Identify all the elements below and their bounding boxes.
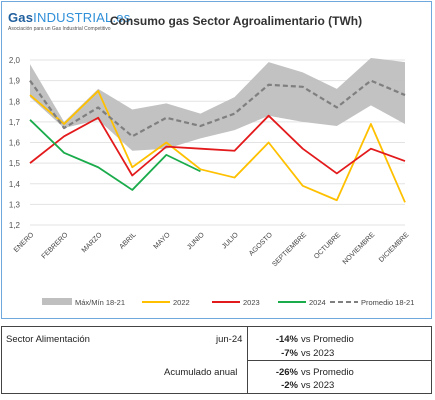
y-tick-label: 1,8 xyxy=(9,97,21,106)
y-tick-label: 1,2 xyxy=(9,221,21,230)
y-tick-label: 1,4 xyxy=(9,180,21,189)
x-tick-label: NOVIEMBRE xyxy=(342,231,377,266)
series-line-2022 xyxy=(29,90,406,203)
legend-label: Promedio 18-21 xyxy=(361,298,414,307)
series-line-2023 xyxy=(29,114,406,177)
y-tick-label: 1,5 xyxy=(9,159,21,168)
period-label: jun-24 xyxy=(216,334,243,345)
summary-row-pct: -2% xyxy=(281,380,298,391)
consumo-gas-line-chart: Consumo gas Sector Agroalimentario (TWh)… xyxy=(9,14,415,307)
gasindustrial-logo: GasINDUSTRIAL.es Asociación para un Gas … xyxy=(8,10,130,32)
summary-row-text: vs Promedio xyxy=(301,334,354,345)
series-line-promedio-18-21 xyxy=(29,79,406,138)
x-tick-label: JULIO xyxy=(221,231,240,250)
summary-row-pct: -26% xyxy=(275,367,298,378)
logo-name: GasINDUSTRIAL.es xyxy=(8,10,130,25)
x-tick-label: MAYO xyxy=(153,231,173,251)
x-tick-label: JUNIO xyxy=(186,231,206,251)
x-tick-label: OCTUBRE xyxy=(313,231,342,260)
accumulated-label: Acumulado anual xyxy=(164,367,238,378)
summary-row: -7% vs 2023 xyxy=(264,348,334,359)
logo-tagline: Asociación para un Gas Industrial Compet… xyxy=(8,26,111,32)
logo-name-thin: INDUSTRIAL.es xyxy=(33,10,131,25)
x-tick-label: DICIEMBRE xyxy=(378,231,411,264)
x-tick-label: FEBRERO xyxy=(41,231,70,260)
summary-row: -14% vs Promedio xyxy=(264,334,354,345)
y-tick-label: 1,6 xyxy=(9,139,21,148)
summary-row-text: vs 2023 xyxy=(301,380,335,391)
summary-row-pct: -14% xyxy=(275,334,298,345)
x-tick-label: ABRIL xyxy=(118,231,137,250)
logo-name-bold: Gas xyxy=(8,10,34,25)
summary-row-pct: -7% xyxy=(281,348,298,359)
summary-divider-h xyxy=(247,360,431,361)
sector-label: Sector Alimentación xyxy=(6,334,90,345)
summary-row-text: vs Promedio xyxy=(301,367,354,378)
y-tick-label: 1,3 xyxy=(9,200,21,209)
y-tick-label: 1,7 xyxy=(9,118,21,127)
legend-swatch-band xyxy=(42,298,72,305)
legend-label: 2024 xyxy=(309,298,326,307)
x-tick-label: AGOSTO xyxy=(248,231,274,257)
legend-label: 2022 xyxy=(173,298,190,307)
x-tick-label: MARZO xyxy=(81,231,104,254)
chart-frame xyxy=(1,1,432,319)
summary-table: Sector Alimentación jun-24 Acumulado anu… xyxy=(1,326,432,394)
summary-row-text: vs 2023 xyxy=(301,348,335,359)
chart-title: Consumo gas Sector Agroalimentario (TWh) xyxy=(110,14,362,28)
y-tick-label: 1,9 xyxy=(9,77,21,86)
summary-row: -2% vs 2023 xyxy=(264,380,334,391)
x-tick-label: ENERO xyxy=(13,231,36,254)
legend-label: 2023 xyxy=(243,298,260,307)
band-max-min-area xyxy=(30,57,405,151)
legend-label: Máx/Mín 18-21 xyxy=(75,298,125,307)
series-line-2024 xyxy=(29,119,201,191)
summary-row: -26% vs Promedio xyxy=(264,367,354,378)
x-tick-label: SEPTIEMBRE xyxy=(271,231,308,268)
y-tick-label: 2,0 xyxy=(9,56,21,65)
